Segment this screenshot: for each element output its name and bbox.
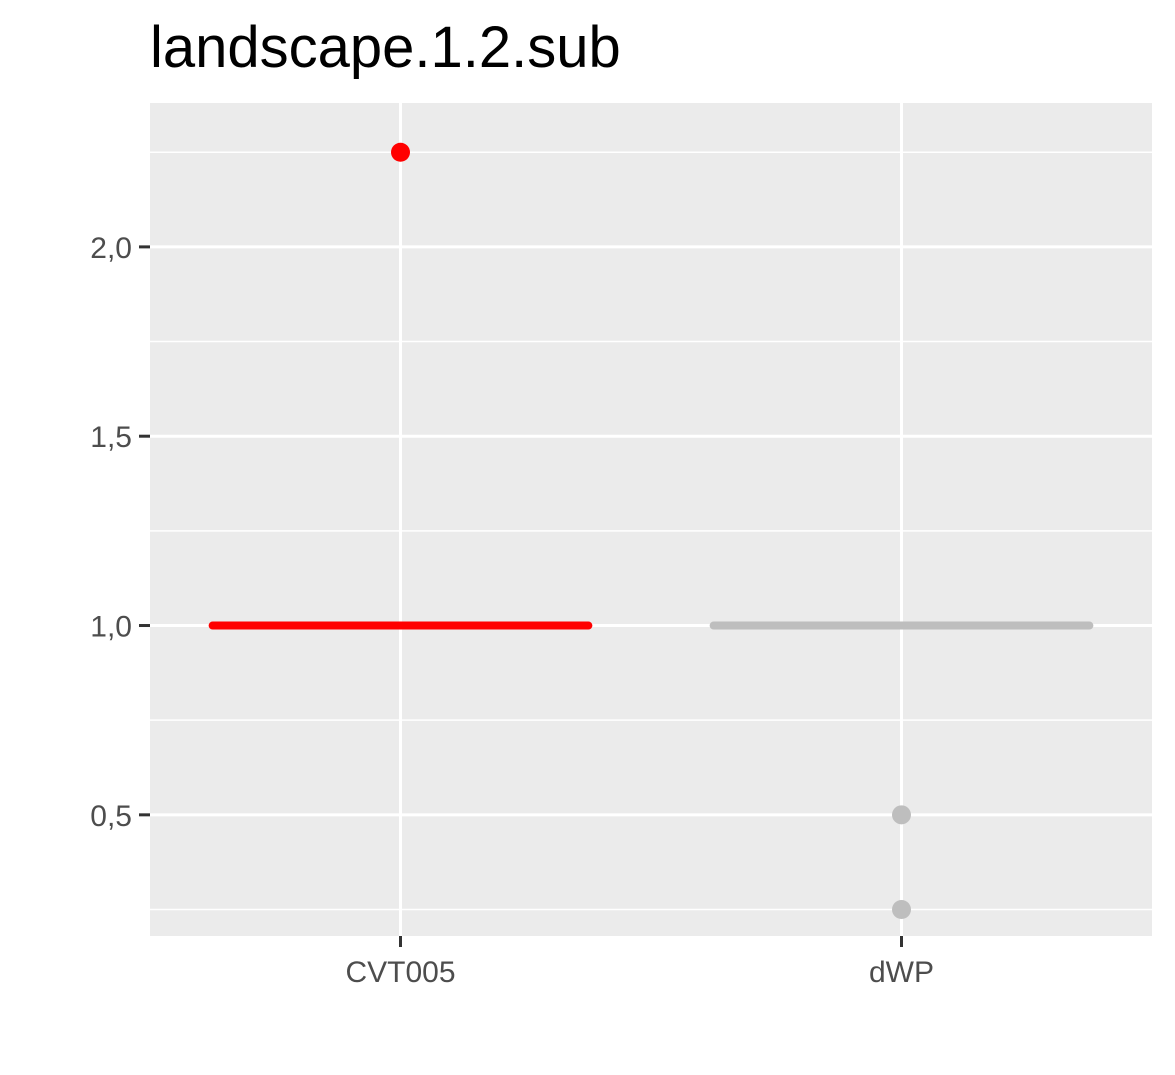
y-axis: 0,5 1,0 1,5 2,0 — [90, 232, 150, 833]
y-tick-label: 1,5 — [90, 421, 132, 454]
x-tick-label: CVT005 — [345, 956, 455, 989]
x-axis: CVT005 dWP — [345, 936, 934, 989]
x-tick-label: dWP — [869, 956, 934, 989]
y-tick-label: 2,0 — [90, 232, 132, 265]
data-point — [391, 142, 410, 162]
data-point — [892, 899, 911, 919]
chart-title: landscape.1.2.sub — [150, 15, 621, 80]
data-points — [391, 142, 911, 919]
panel-background — [150, 103, 1152, 936]
data-point — [892, 805, 911, 825]
y-tick-label: 1,0 — [90, 611, 132, 644]
minor-gridlines — [150, 151, 1152, 911]
y-tick-label: 0,5 — [90, 800, 132, 833]
